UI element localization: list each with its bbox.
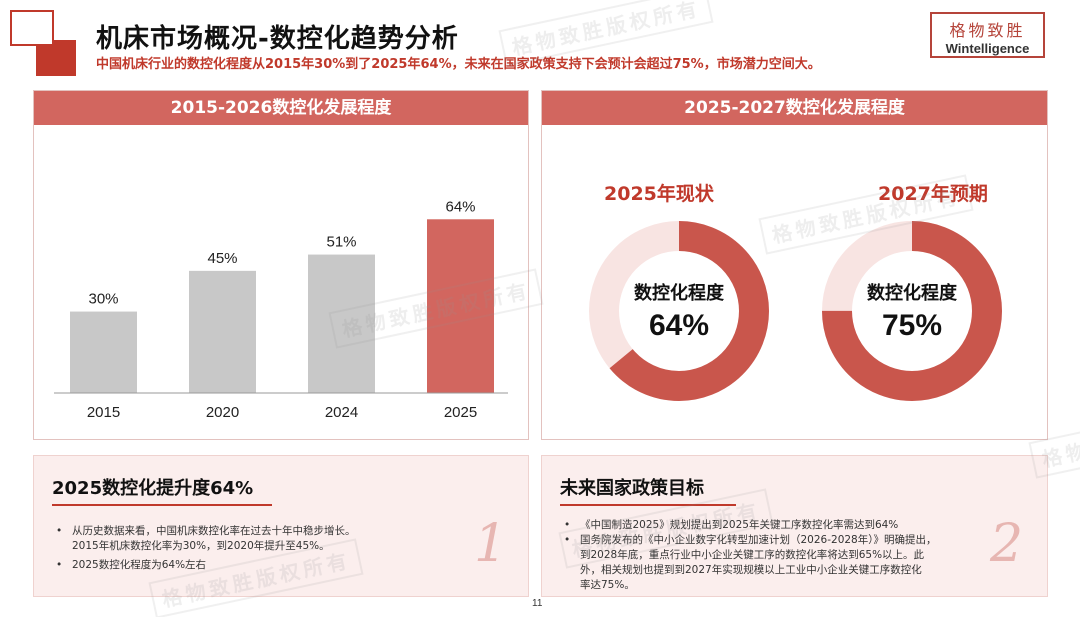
bar-chart-panel: 2015-2026数控化发展程度 30% 2015 45% 2020 51% 2024 64… [33, 90, 529, 440]
logo-square-outline [10, 10, 54, 46]
note-policy-title: 未来国家政策目标 [560, 478, 704, 499]
donut-2027-value: 75% [881, 309, 943, 342]
donut-2025-title: 2025年现状 [604, 183, 714, 205]
donut-chart-heading: 2025-2027数控化发展程度 [542, 91, 1047, 125]
data-label-2020: 45% [207, 250, 237, 267]
note-current-title: 2025数控化提升度64% [52, 478, 254, 499]
brand-name-cn: 格物致胜 [949, 21, 1026, 40]
logo-square-filled [36, 40, 76, 76]
donut-chart-panel: 2025-2027数控化发展程度 2025年现状 数控化程度 64% 2027年… [541, 90, 1048, 440]
list-item: 国务院发布的《中小企业数字化转型加速计划（2026-2028年）》明确提出， 到… [562, 533, 992, 593]
page-number: 11 [532, 598, 543, 609]
x-tick-2015: 2015 [87, 404, 120, 421]
note-current-list: 从历史数据来看，中国机床数控化率在过去十年中稳步增长。 2015年机床数控化率为… [54, 524, 494, 573]
data-label-2015: 30% [88, 291, 118, 308]
list-item: 从历史数据来看，中国机床数控化率在过去十年中稳步增长。 2015年机床数控化率为… [54, 524, 494, 554]
bar-chart-heading: 2015-2026数控化发展程度 [34, 91, 528, 125]
note-panel-policy: 未来国家政策目标 《中国制造2025》规划提出到2025年关键工序数控化率需达到… [541, 455, 1048, 597]
donut-2027-arc [822, 221, 1002, 401]
list-item: 《中国制造2025》规划提出到2025年关键工序数控化率需达到64% [562, 518, 992, 533]
bar-2025 [427, 219, 494, 393]
bar-2024 [308, 254, 375, 393]
donut-2025-label: 数控化程度 [634, 283, 724, 304]
brand-name-en: Wintelligence [945, 41, 1030, 56]
donut-2025 [589, 221, 769, 401]
x-tick-2024: 2024 [325, 404, 358, 421]
note-current-underline [52, 504, 272, 506]
bar-chart: 30% 2015 45% 2020 51% 2024 64% 2025 [54, 198, 508, 421]
note-current-number: 1 [474, 514, 508, 574]
donut-2025-arc [589, 221, 769, 401]
bar-2015 [70, 311, 137, 393]
note-policy-list: 《中国制造2025》规划提出到2025年关键工序数控化率需达到64% 国务院发布… [562, 518, 992, 593]
note-panel-current: 2025数控化提升度64% 从历史数据来看，中国机床数控化率在过去十年中稳步增长… [33, 455, 529, 597]
data-label-2024: 51% [326, 234, 356, 251]
bar-2020 [189, 270, 256, 393]
note-policy-number: 2 [990, 514, 1024, 574]
page-title: 机床市场概况-数控化趋势分析 [96, 24, 459, 54]
x-tick-2020: 2020 [206, 404, 239, 421]
donut-2027 [822, 221, 1002, 401]
brand-logo: 格物致胜 Wintelligence [930, 12, 1045, 58]
list-item: 2025数控化程度为64%左右 [54, 558, 494, 573]
x-tick-2025: 2025 [444, 404, 477, 421]
donut-2027-title: 2027年预期 [878, 183, 988, 205]
page-subtitle: 中国机床行业的数控化程度从2015年30%到了2025年64%，未来在国家政策支… [96, 57, 821, 72]
data-label-2025: 64% [445, 198, 475, 215]
note-policy-underline [560, 504, 736, 506]
donut-2027-center: 数控化程度 75% [842, 279, 982, 343]
donut-2025-value: 64% [648, 309, 710, 342]
donut-2027-label: 数控化程度 [867, 283, 957, 304]
donut-2025-center: 数控化程度 64% [609, 279, 749, 343]
